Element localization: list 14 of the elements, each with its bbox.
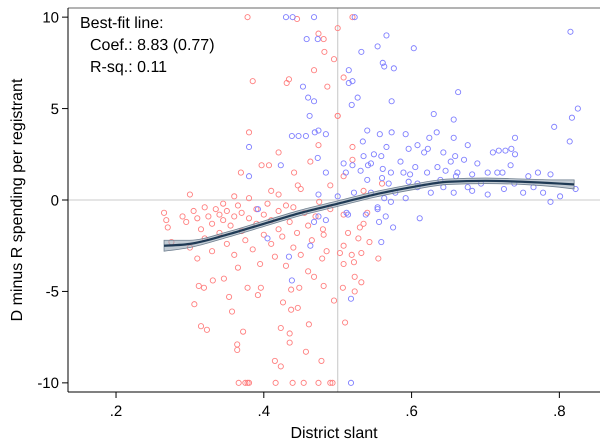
x-tick-label: .4 (258, 403, 270, 420)
x-axis-title: District slant (290, 425, 378, 441)
y-tick-label: -10 (37, 375, 59, 392)
x-tick-label: .2 (110, 403, 122, 420)
y-tick-label: 10 (42, 9, 59, 26)
x-tick-label: .6 (405, 403, 418, 420)
y-tick-label: -5 (46, 284, 59, 301)
y-tick-label: 0 (50, 192, 59, 210)
y-tick-label: 5 (50, 100, 59, 118)
annotation: Coef.: 8.83 (0.77) (90, 37, 215, 54)
annotation: R-sq.: 0.11 (90, 59, 168, 76)
x-tick-label: .8 (553, 403, 566, 420)
y-axis-title: D minus R spending per registrant (9, 78, 26, 322)
annotation: Best-fit line: (80, 15, 164, 32)
